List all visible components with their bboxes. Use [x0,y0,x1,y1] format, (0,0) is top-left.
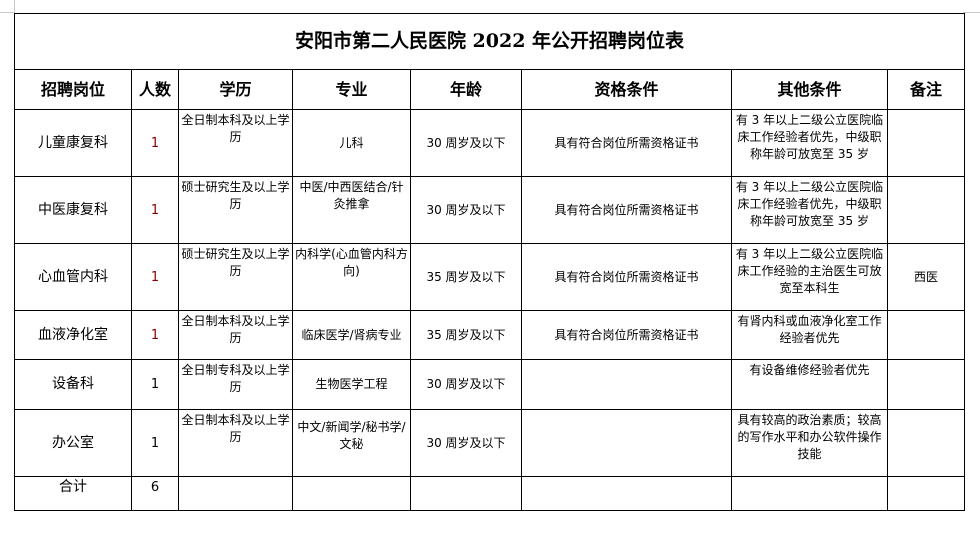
cell-major: 生物医学工程 [292,359,411,410]
cell-major: 内科学(心血管内科方向) [292,243,411,311]
cell-note [887,109,965,177]
empty-cell [178,476,293,511]
table-row: 血液净化室 1 全日制本科及以上学历 临床医学/肾病专业 35 周岁及以下 具有符合岗位所… [14,310,965,360]
header-cell: 资格条件 [521,69,732,110]
table-row: 儿童康复科 1 全日制本科及以上学历 儿科 30 周岁及以下 具有符合岗位所需资格证书有 … [14,109,965,177]
cell-qualification [521,359,732,410]
cell-other: 有 3 年以上二级公立医院临床工作经验者优先，中级职称年龄可放宽至 35 岁 [731,176,888,244]
cell-note [887,176,965,244]
page-corner-mark [14,0,15,13]
cell-note [887,359,965,410]
cell-education: 全日制本科及以上学历 [178,310,293,360]
cell-note [887,310,965,360]
cell-qualification: 具有符合岗位所需资格证书 [521,243,732,311]
cell-age: 30 周岁及以下 [410,176,522,244]
cell-major: 中文/新闻学/秘书学/文秘 [292,409,411,477]
cell-count: 1 [131,359,179,410]
cell-other: 有 3 年以上二级公立医院临床工作经验的主治医生可放宽至本科生 [731,243,888,311]
empty-cell [410,476,522,511]
table-row: 办公室 1 全日制本科及以上学历 中文/新闻学/秘书学/文秘 30 周岁及以下 具有较高的… [14,409,965,477]
total-row: 合计 6 [14,476,965,511]
cell-qualification: 具有符合岗位所需资格证书 [521,310,732,360]
header-cell: 学历 [178,69,293,110]
cell-position: 血液净化室 [14,310,132,360]
cell-position: 儿童康复科 [14,109,132,177]
cell-qualification: 具有符合岗位所需资格证书 [521,109,732,177]
cell-qualification: 具有符合岗位所需资格证书 [521,176,732,244]
cell-major: 儿科 [292,109,411,177]
cell-other: 具有较高的政治素质；较高的写作水平和办公软件操作技能 [731,409,888,477]
cell-age: 30 周岁及以下 [410,409,522,477]
cell-note [887,409,965,477]
cell-age: 30 周岁及以下 [410,109,522,177]
cell-note: 西医 [887,243,965,311]
header-cell: 招聘岗位 [14,69,132,110]
table-row: 心血管内科 1 硕士研究生及以上学历 内科学(心血管内科方向) 35 周岁及以下 具有符合… [14,243,965,311]
cell-position: 中医康复科 [14,176,132,244]
header-cell: 其他条件 [731,69,888,110]
table-row: 中医康复科 1 硕士研究生及以上学历 中医/中西医结合/针灸推拿 30 周岁及以下 具有符… [14,176,965,244]
cell-education: 全日制本科及以上学历 [178,109,293,177]
cell-education: 全日制本科及以上学历 [178,409,293,477]
header-row: 招聘岗位 人数 学历 专业 年龄 资格条件 其他条件 备注 [14,69,965,110]
total-count: 6 [131,476,179,511]
cell-position: 设备科 [14,359,132,410]
cell-education: 全日制专科及以上学历 [178,359,293,410]
cell-count: 1 [131,310,179,360]
page-corner-mark [0,12,14,13]
header-cell: 备注 [887,69,965,110]
cell-position: 办公室 [14,409,132,477]
recruitment-table: 安阳市第二人民医院 2022 年公开招聘岗位表 招聘岗位 人数 学历 专业 年龄… [14,13,965,511]
cell-other: 有肾内科或血液净化室工作经验者优先 [731,310,888,360]
page-corner-mark [963,12,980,13]
header-cell: 人数 [131,69,179,110]
cell-other: 有设备维修经验者优先 [731,359,888,410]
cell-major: 临床医学/肾病专业 [292,310,411,360]
header-cell: 专业 [292,69,411,110]
cell-count: 1 [131,409,179,477]
page-title: 安阳市第二人民医院 2022 年公开招聘岗位表 [14,13,965,70]
header-cell: 年龄 [410,69,522,110]
table-row: 设备科 1 全日制专科及以上学历 生物医学工程 30 周岁及以下 有设备维修经验者优先 [14,359,965,410]
cell-count: 1 [131,109,179,177]
cell-age: 35 周岁及以下 [410,310,522,360]
cell-position: 心血管内科 [14,243,132,311]
cell-major: 中医/中西医结合/针灸推拿 [292,176,411,244]
cell-education: 硕士研究生及以上学历 [178,243,293,311]
cell-count: 1 [131,243,179,311]
cell-other: 有 3 年以上二级公立医院临床工作经验者优先，中级职称年龄可放宽至 35 岁 [731,109,888,177]
empty-cell [521,476,732,511]
cell-age: 30 周岁及以下 [410,359,522,410]
cell-education: 硕士研究生及以上学历 [178,176,293,244]
cell-qualification [521,409,732,477]
empty-cell [887,476,965,511]
cell-age: 35 周岁及以下 [410,243,522,311]
cell-count: 1 [131,176,179,244]
empty-cell [292,476,411,511]
total-label: 合计 [14,476,132,511]
empty-cell [731,476,888,511]
